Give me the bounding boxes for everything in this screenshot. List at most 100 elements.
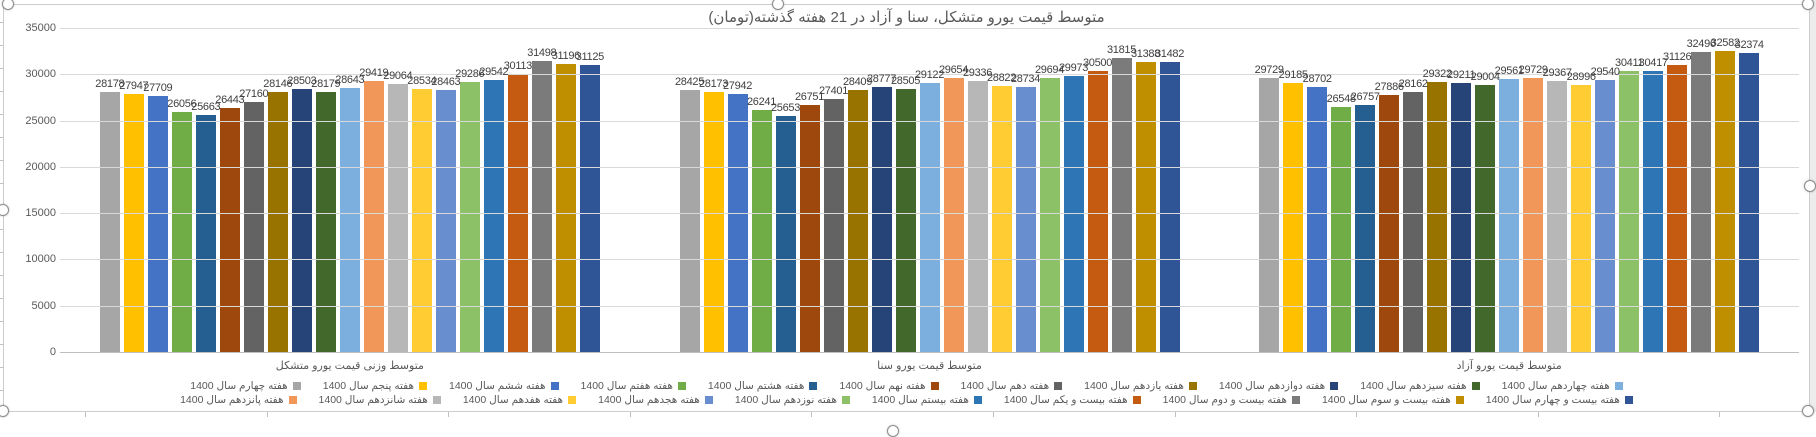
bar[interactable] <box>1739 53 1760 353</box>
bar[interactable] <box>1379 95 1400 353</box>
y-axis-tick-label: 15000 <box>25 207 56 220</box>
legend-entry[interactable]: هفته هشتم سال 1400 <box>708 380 818 392</box>
bar[interactable] <box>1691 52 1712 353</box>
legend-entry[interactable]: هفته نهم سال 1400 <box>839 380 939 392</box>
bar[interactable] <box>751 110 772 353</box>
legend-entry[interactable]: هفته پانزدهم سال 1400 <box>180 394 297 406</box>
bar[interactable] <box>291 89 312 353</box>
bar[interactable] <box>483 80 504 353</box>
selection-handle-bottom-left[interactable] <box>0 405 9 417</box>
legend-entry[interactable]: هفته یازدهم سال 1400 <box>1084 380 1197 392</box>
bar[interactable] <box>823 99 844 353</box>
bar[interactable] <box>387 84 408 353</box>
bar[interactable] <box>1063 76 1084 353</box>
bar[interactable] <box>1039 78 1060 353</box>
selection-handle-top-right[interactable] <box>1802 0 1814 10</box>
bar[interactable] <box>1159 62 1180 353</box>
bar[interactable] <box>147 96 168 353</box>
bar[interactable] <box>991 86 1012 353</box>
legend-entry[interactable]: هفته ششم سال 1400 <box>449 380 559 392</box>
bar[interactable] <box>1355 105 1376 353</box>
chart-legend[interactable]: هفته چهارم سال 1400 هفته پنجم سال 1400 هفت… <box>14 379 1799 409</box>
legend-entry[interactable]: هفته دهم سال 1400 <box>961 380 1063 392</box>
legend-entry[interactable]: هفته پنجم سال 1400 <box>323 380 427 392</box>
bar[interactable] <box>1331 107 1352 353</box>
bar-column: 27947 <box>119 80 149 353</box>
bar[interactable] <box>99 92 120 353</box>
bar[interactable] <box>871 87 892 353</box>
selection-handle-top-left[interactable] <box>2 0 14 10</box>
bar[interactable] <box>943 78 964 353</box>
bar[interactable] <box>243 102 264 353</box>
bar[interactable] <box>847 90 868 353</box>
selection-handle-right-middle[interactable] <box>1804 180 1816 192</box>
legend-entry[interactable]: هفته بیست و دوم سال 1400 <box>1163 394 1300 406</box>
bar[interactable] <box>1427 82 1448 353</box>
bar[interactable] <box>799 105 820 353</box>
bar[interactable] <box>531 61 552 353</box>
legend-entry[interactable]: هفته هفدهم سال 1400 <box>463 394 577 406</box>
legend-entry[interactable]: هفته بیست و یکم سال 1400 <box>1004 394 1141 406</box>
legend-entry[interactable]: هفته نوزدهم سال 1400 <box>735 394 850 406</box>
bar[interactable] <box>1499 79 1520 353</box>
bar[interactable] <box>123 94 144 353</box>
bar[interactable] <box>555 64 576 353</box>
bar[interactable] <box>895 89 916 353</box>
legend-entry[interactable]: هفته هفتم سال 1400 <box>581 380 686 392</box>
bar-value-label: 31125 <box>575 51 605 63</box>
bar[interactable] <box>1523 78 1544 353</box>
bar[interactable] <box>1667 65 1688 353</box>
bar[interactable] <box>679 90 700 353</box>
bar[interactable] <box>1595 80 1616 353</box>
category-axis[interactable]: متوسط وزنی قیمت یورو متشکل متوسط قیمت یو… <box>60 359 1799 372</box>
bar[interactable] <box>1087 71 1108 353</box>
bar[interactable] <box>919 83 940 353</box>
bar[interactable] <box>267 92 288 353</box>
bar[interactable] <box>459 82 480 353</box>
bar[interactable] <box>1715 51 1736 353</box>
legend-entry[interactable]: هفته چهاردهم سال 1400 <box>1502 380 1623 392</box>
bar[interactable] <box>1475 85 1496 353</box>
legend-entry[interactable]: هفته هجدهم سال 1400 <box>598 394 713 406</box>
bar[interactable] <box>1259 78 1280 353</box>
bar[interactable] <box>339 88 360 353</box>
bar[interactable] <box>1403 92 1424 353</box>
chart-title[interactable]: متوسط قیمت یورو متشکل، سنا و آزاد در 21 … <box>708 9 1105 26</box>
bar[interactable] <box>1135 62 1156 353</box>
bar[interactable] <box>195 115 216 353</box>
selection-handle-bottom-center[interactable] <box>887 425 899 437</box>
bar[interactable] <box>1283 83 1304 353</box>
selection-handle-left-middle[interactable] <box>0 204 9 216</box>
legend-entry[interactable]: هفته بیست و چهارم سال 1400 <box>1486 394 1633 406</box>
bar[interactable] <box>315 92 336 353</box>
bar[interactable] <box>411 89 432 353</box>
bar[interactable] <box>579 65 600 353</box>
bar-column: 29542 <box>479 66 509 353</box>
bar[interactable] <box>703 92 724 353</box>
bar[interactable] <box>1547 81 1568 353</box>
bar[interactable] <box>435 90 456 353</box>
legend-entry[interactable]: هفته بیستم سال 1400 <box>872 394 982 406</box>
legend-entry[interactable]: هفته شانزدهم سال 1400 <box>319 394 441 406</box>
bar[interactable] <box>727 94 748 353</box>
selection-handle-bottom-right[interactable] <box>1802 405 1814 417</box>
bar[interactable] <box>1111 58 1132 353</box>
bar[interactable] <box>171 112 192 353</box>
legend-entry[interactable]: هفته سیزدهم سال 1400 <box>1360 380 1480 392</box>
bar[interactable] <box>775 116 796 353</box>
bar[interactable] <box>219 108 240 353</box>
legend-entry[interactable]: هفته چهارم سال 1400 <box>190 380 301 392</box>
bar[interactable] <box>363 81 384 353</box>
legend-entry[interactable]: هفته دوازدهم سال 1400 <box>1219 380 1339 392</box>
bar-column: 28643 <box>335 74 365 353</box>
bar[interactable] <box>1015 87 1036 353</box>
selection-handle-top-center[interactable] <box>772 0 784 10</box>
bar[interactable] <box>1571 85 1592 353</box>
bar[interactable] <box>1619 71 1640 353</box>
chart-object[interactable]: متوسط قیمت یورو متشکل، سنا و آزاد در 21 … <box>3 4 1810 412</box>
bar[interactable] <box>1307 87 1328 353</box>
legend-entry[interactable]: هفته بیست و سوم سال 1400 <box>1322 394 1464 406</box>
bar[interactable] <box>967 81 988 353</box>
bar[interactable] <box>1451 83 1472 353</box>
bar[interactable] <box>1643 71 1664 353</box>
